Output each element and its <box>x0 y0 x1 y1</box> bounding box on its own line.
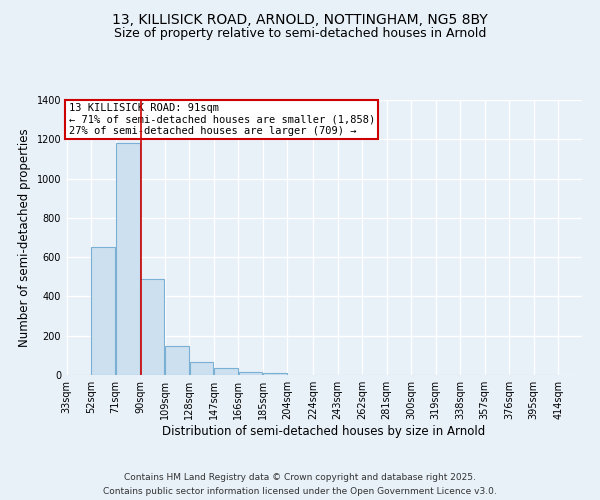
X-axis label: Distribution of semi-detached houses by size in Arnold: Distribution of semi-detached houses by … <box>163 425 485 438</box>
Bar <box>165 346 189 375</box>
Bar <box>214 368 238 375</box>
Text: Contains HM Land Registry data © Crown copyright and database right 2025.: Contains HM Land Registry data © Crown c… <box>124 472 476 482</box>
Text: Contains public sector information licensed under the Open Government Licence v3: Contains public sector information licen… <box>103 488 497 496</box>
Y-axis label: Number of semi-detached properties: Number of semi-detached properties <box>18 128 31 347</box>
Bar <box>190 362 214 375</box>
Text: 13 KILLISICK ROAD: 91sqm
← 71% of semi-detached houses are smaller (1,858)
27% o: 13 KILLISICK ROAD: 91sqm ← 71% of semi-d… <box>68 103 375 136</box>
Text: 13, KILLISICK ROAD, ARNOLD, NOTTINGHAM, NG5 8BY: 13, KILLISICK ROAD, ARNOLD, NOTTINGHAM, … <box>112 12 488 26</box>
Bar <box>140 279 164 375</box>
Bar <box>239 372 262 375</box>
Bar <box>263 373 287 375</box>
Text: Size of property relative to semi-detached houses in Arnold: Size of property relative to semi-detach… <box>114 28 486 40</box>
Bar <box>91 248 115 375</box>
Bar <box>116 143 140 375</box>
